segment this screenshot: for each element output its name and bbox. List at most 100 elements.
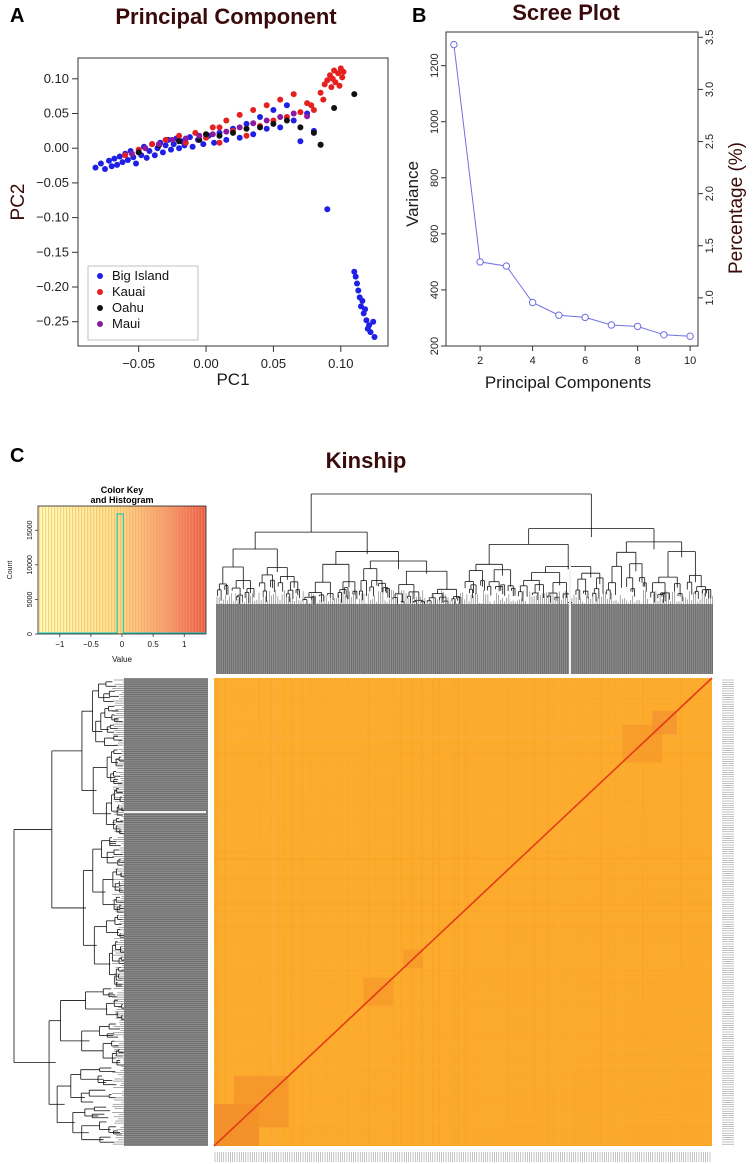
heatmap-stripe [214, 1049, 712, 1051]
pca-point [297, 138, 304, 145]
heatmap-stripe [590, 678, 592, 1146]
heatmap-stripe [438, 678, 440, 1146]
heatmap-stripe [214, 678, 712, 680]
pca-point [236, 111, 243, 118]
heatmap-stripe [214, 1117, 712, 1119]
heatmap-stripe [214, 850, 712, 853]
heatmap-stripe [326, 678, 328, 1146]
scree-point [450, 40, 458, 49]
row-leaf-bars [124, 678, 208, 1146]
scree-title: Scree Plot [512, 0, 620, 25]
heatmap-stripe [214, 691, 712, 693]
pca-y-tick-label: −0.15 [36, 244, 69, 259]
heatmap-stripe [214, 981, 712, 983]
pca-point [122, 152, 129, 159]
heatmap-stripe [457, 678, 460, 1146]
heatmap-stripe [512, 678, 514, 1146]
pca-point [371, 334, 378, 340]
column-leaf-lines [216, 560, 713, 674]
pca-point [250, 131, 257, 138]
pca-point [290, 117, 297, 124]
panel-label-a: A [10, 5, 24, 27]
pca-point [310, 107, 317, 113]
heatmap-stripe [349, 678, 350, 1146]
heatmap-stripe [395, 678, 397, 1146]
heatmap-stripe [622, 678, 624, 1146]
heatmap-stripe [214, 1138, 712, 1140]
heatmap-stripe [271, 678, 273, 1146]
pca-point [339, 74, 346, 81]
heatmap-stripe [214, 1121, 712, 1122]
pca-point [243, 132, 250, 139]
scree-point [607, 321, 616, 329]
pca-y-tick-label: 0.10 [44, 71, 69, 86]
scree-series [450, 40, 694, 340]
pca-y-tick-label: −0.25 [36, 314, 69, 329]
heatmap-stripe [676, 678, 678, 1146]
scree-right-tick-label: 3.0 [704, 82, 716, 97]
heatmap-stripe [600, 678, 603, 1146]
heatmap-stripe [506, 678, 509, 1146]
heatmap-stripe [340, 678, 342, 1146]
pca-x-tick-label: −0.05 [122, 356, 155, 371]
pca-point [182, 135, 189, 142]
color-key-bands [38, 506, 206, 634]
pca-y-tick-label: −0.10 [36, 210, 69, 225]
pca-point [243, 120, 250, 127]
pca-point [243, 125, 250, 132]
heatmap-stripe [217, 678, 219, 1146]
heatmap-stripe [214, 955, 712, 957]
color-key-x-tick-label: 0 [120, 640, 125, 649]
heatmap-stripe [540, 678, 543, 1146]
pca-point [176, 145, 183, 152]
heatmap-stripe [258, 678, 260, 1146]
heatmap-stripe [214, 926, 712, 928]
pca-point [142, 145, 149, 152]
pca-point [320, 96, 327, 103]
pca-point [169, 136, 176, 143]
heatmap-stripe [412, 678, 414, 1146]
pca-point [324, 77, 331, 84]
heatmap-stripe [344, 678, 346, 1146]
pca-point [230, 129, 236, 136]
heatmap-stripe [421, 678, 423, 1146]
color-key-y-tick-label: 5000 [27, 592, 34, 608]
pca-legend-box [87, 265, 199, 341]
heatmap-stripe [274, 678, 276, 1146]
heatmap-stripe [604, 678, 605, 1146]
heatmap-stripe [533, 678, 535, 1146]
pca-x-tick-label: 0.05 [261, 356, 286, 371]
pca-point [200, 141, 207, 148]
pca-point [363, 317, 370, 324]
heatmap-stripe [214, 720, 712, 722]
pca-title: Principal Component [115, 4, 337, 29]
heatmap-stripe [479, 678, 481, 1146]
scree-right-tick-label: 3.5 [704, 30, 716, 45]
heatmap-stripe [214, 1111, 712, 1113]
pca-point [111, 155, 118, 162]
heatmap-stripe [245, 678, 246, 1146]
heatmap-stripe [214, 901, 712, 903]
heatmap-stripe [301, 678, 303, 1146]
heatmap-stripe [474, 678, 476, 1146]
heatmap-stripe [556, 678, 558, 1146]
heatmap-stripe [310, 678, 312, 1146]
heatmap-stripe [214, 943, 712, 944]
scree-x-tick-label: 4 [530, 355, 536, 367]
heatmap-stripe [350, 678, 352, 1146]
heatmap-stripe [546, 678, 549, 1146]
heatmap-stripe [560, 678, 563, 1146]
heatmap-stripe [601, 678, 602, 1146]
heatmap-stripe [214, 754, 712, 755]
pca-point [263, 117, 270, 124]
heatmap-stripe [393, 678, 395, 1146]
pca-point [236, 134, 243, 141]
heatmap-stripe [474, 678, 476, 1146]
pca-point [332, 79, 339, 86]
pca-point [263, 102, 270, 109]
pca-y-axis: 0.10 0.05 0.00 −0.05 −0.10 −0.15 −0.20 −0.25 [36, 71, 78, 329]
pca-point [270, 107, 277, 113]
heatmap-stripe [287, 678, 289, 1146]
pca-x-label: PC1 [216, 370, 249, 389]
pca-points [92, 65, 378, 340]
